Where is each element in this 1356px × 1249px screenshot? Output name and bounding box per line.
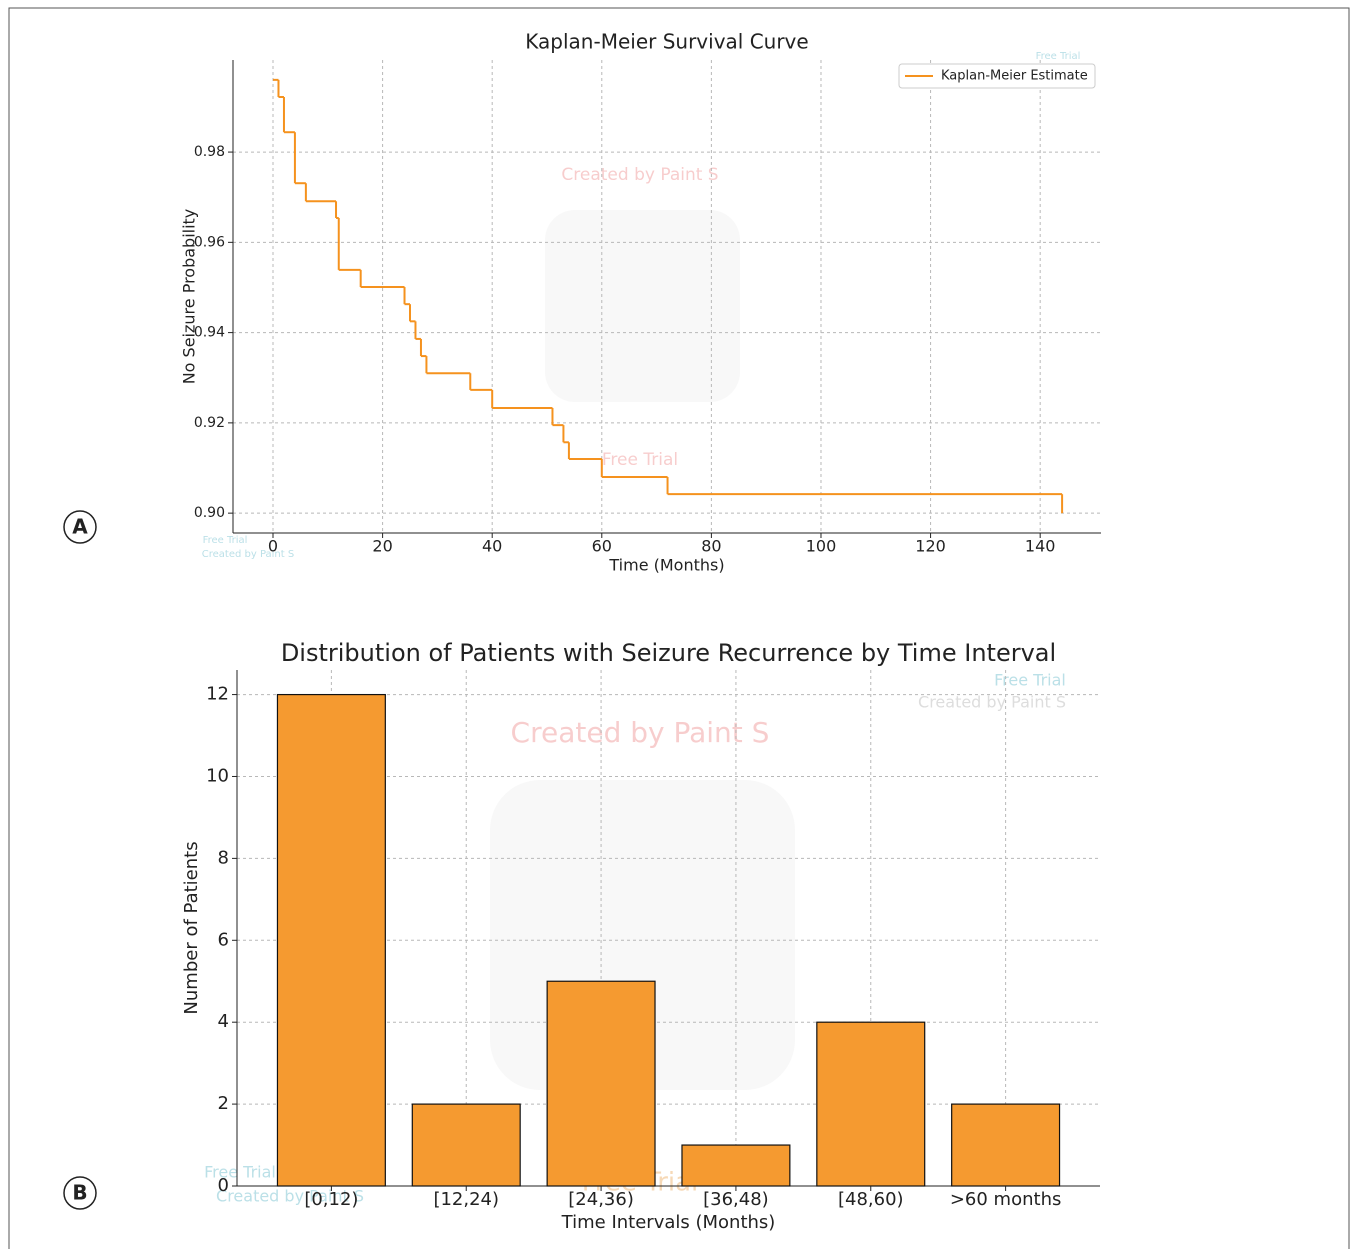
watermark-icon <box>545 210 740 402</box>
x-tick-label: 0 <box>268 537 278 556</box>
y-tick-label: 12 <box>206 684 229 705</box>
watermark: Created by Paint S <box>202 549 294 560</box>
x-tick-label: [36,48) <box>703 1189 769 1210</box>
x-axis-label: Time Intervals (Months) <box>561 1212 776 1233</box>
y-axis-label: Number of Patients <box>181 841 202 1014</box>
chart-title: Distribution of Patients with Seizure Re… <box>281 639 1056 667</box>
x-tick-label: [48,60) <box>838 1189 904 1210</box>
y-tick-label: 0.90 <box>194 505 225 521</box>
y-tick-label: 8 <box>218 847 229 868</box>
x-tick-label: [0,12) <box>304 1189 358 1210</box>
x-tick-label: >60 months <box>950 1189 1062 1210</box>
figure: A B Free Trial Created by Paint S Free Tri… <box>0 0 1356 1249</box>
y-tick-label: 0 <box>218 1175 229 1196</box>
watermark: Free Trial <box>994 671 1066 690</box>
y-tick-label: 0.92 <box>194 415 225 431</box>
x-tick-label: 100 <box>806 537 837 556</box>
bar <box>277 695 385 1186</box>
x-tick-label: 120 <box>915 537 946 556</box>
watermark: Created by Paint S <box>561 165 718 185</box>
y-tick-label: 6 <box>218 929 229 950</box>
x-tick-label: 20 <box>372 537 392 556</box>
y-tick-label: 4 <box>218 1011 229 1032</box>
x-tick-label: [24,36) <box>568 1189 634 1210</box>
bar <box>412 1104 520 1186</box>
watermark: Free Trial <box>602 450 678 470</box>
x-tick-label: 80 <box>701 537 721 556</box>
x-tick-label: 60 <box>592 537 612 556</box>
panel-label: B <box>72 1181 87 1205</box>
x-tick-label: [12,24) <box>433 1189 499 1210</box>
y-tick-label: 10 <box>206 765 229 786</box>
chart-title: Kaplan-Meier Survival Curve <box>525 30 808 54</box>
watermark: Free Trial <box>203 535 248 546</box>
y-tick-label: 0.98 <box>194 144 225 160</box>
x-tick-label: 140 <box>1025 537 1056 556</box>
watermark: Free Trial <box>204 1163 276 1182</box>
watermark: Created by Paint S <box>918 693 1066 712</box>
y-tick-label: 0.96 <box>194 234 225 250</box>
bar <box>547 981 655 1186</box>
bar <box>682 1145 790 1186</box>
legend-label: Kaplan-Meier Estimate <box>941 69 1088 84</box>
x-tick-label: 40 <box>482 537 502 556</box>
x-axis-label: Time (Months) <box>608 556 724 575</box>
panel-label: A <box>72 515 88 539</box>
watermark: Free Trial <box>1036 51 1081 62</box>
bar <box>817 1022 925 1186</box>
y-tick-label: 2 <box>218 1093 229 1114</box>
y-tick-label: 0.94 <box>194 325 225 341</box>
watermark: Created by Paint S <box>511 716 770 749</box>
bar <box>952 1104 1060 1186</box>
